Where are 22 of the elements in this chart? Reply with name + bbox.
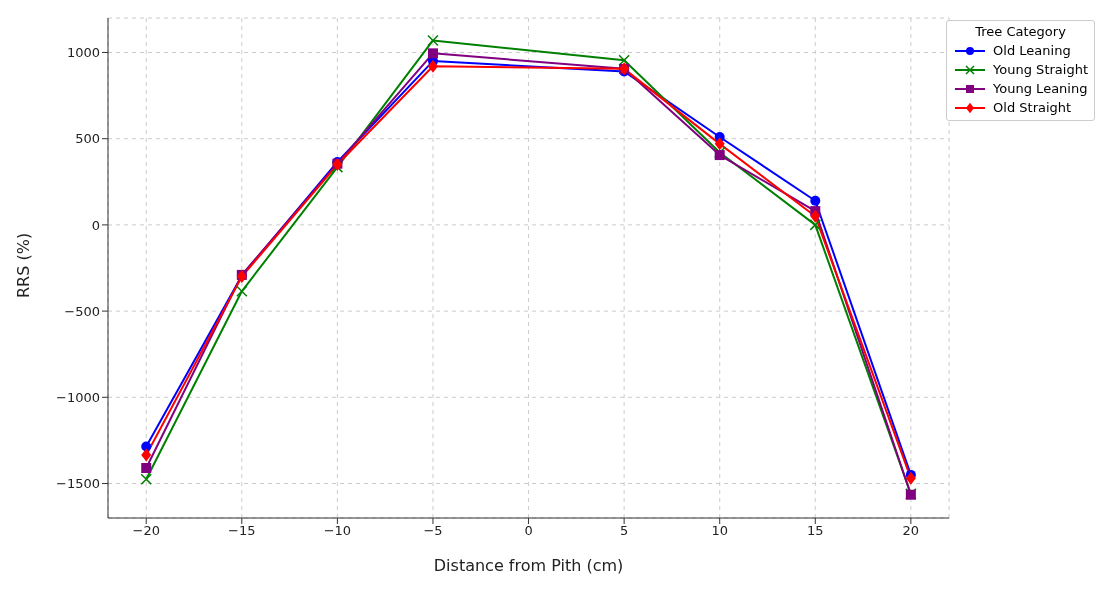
legend-title: Tree Category — [974, 24, 1067, 39]
x-tick-label: 0 — [524, 523, 533, 539]
y-tick-label: −1500 — [56, 476, 100, 492]
x-tick-label: −20 — [132, 523, 160, 539]
y-tick-label: −500 — [64, 303, 100, 319]
y-axis-title: RRS (%) — [13, 232, 33, 298]
x-tick-label: 20 — [902, 523, 920, 539]
x-tick-label: 5 — [619, 523, 629, 539]
legend-label: Old Straight — [993, 99, 1072, 117]
x-tick-label: −5 — [423, 523, 443, 539]
y-tick-label: 1000 — [66, 45, 100, 61]
y-tick-label: 0 — [91, 217, 100, 233]
legend-label: Young Straight — [993, 61, 1088, 79]
x-axis-title: Distance from Pith (cm) — [433, 556, 624, 575]
x-tick-label: −15 — [228, 523, 256, 539]
x-tick-label: −10 — [323, 523, 352, 539]
legend-label: Old Leaning — [993, 42, 1071, 60]
x-tick-label: 10 — [711, 523, 728, 539]
y-tick-label: 500 — [75, 131, 100, 147]
legend-label: Young Leaning — [993, 80, 1088, 98]
y-tick-label: −1000 — [56, 389, 100, 405]
x-tick-label: 15 — [807, 523, 824, 539]
